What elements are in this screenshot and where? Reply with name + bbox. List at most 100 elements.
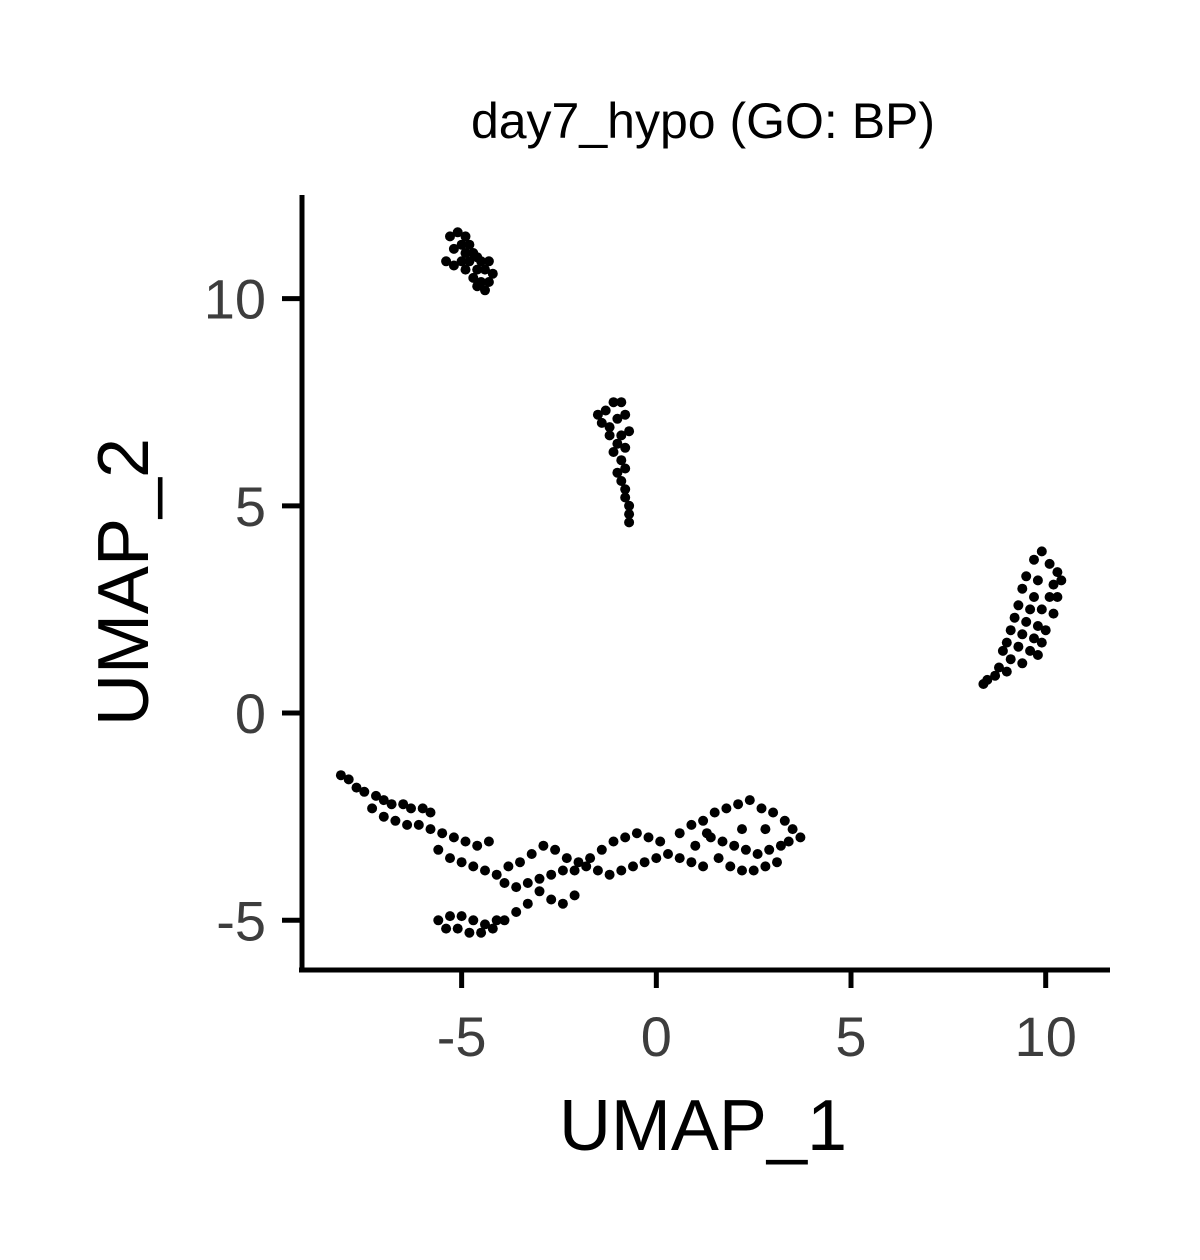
data-point xyxy=(499,915,510,926)
data-point xyxy=(639,857,650,868)
data-point xyxy=(378,811,389,822)
data-point xyxy=(483,277,494,287)
data-point xyxy=(499,878,510,888)
x-tick-label: 10 xyxy=(1015,1005,1077,1068)
data-point xyxy=(1021,616,1032,627)
data-point xyxy=(456,256,467,267)
data-point xyxy=(772,857,782,868)
data-point xyxy=(1025,645,1036,656)
data-point xyxy=(557,865,568,876)
y-tick-label: 10 xyxy=(204,268,266,331)
data-point xyxy=(624,500,635,511)
data-point xyxy=(1017,583,1028,594)
data-point xyxy=(351,782,362,793)
data-point xyxy=(515,857,525,868)
data-point xyxy=(624,517,635,528)
data-point xyxy=(616,476,627,486)
data-point xyxy=(1036,637,1047,648)
data-point xyxy=(464,239,475,250)
data-point xyxy=(997,645,1008,656)
data-point xyxy=(764,844,775,855)
data-point xyxy=(643,832,654,843)
data-point xyxy=(698,861,709,872)
data-point xyxy=(600,405,611,416)
data-point xyxy=(1029,554,1039,565)
chart-title: day7_hypo (GO: BP) xyxy=(471,93,935,149)
data-point xyxy=(1005,625,1016,636)
data-point xyxy=(448,243,459,254)
data-point xyxy=(534,873,545,884)
data-point xyxy=(464,927,475,938)
data-point xyxy=(616,455,627,466)
data-point xyxy=(433,844,444,855)
data-point xyxy=(413,819,424,830)
data-point xyxy=(701,828,712,839)
data-point xyxy=(690,840,701,851)
data-point xyxy=(737,824,747,835)
data-point xyxy=(456,911,467,922)
data-point xyxy=(620,463,631,474)
data-point xyxy=(1052,567,1063,578)
data-point xyxy=(1040,625,1051,636)
x-axis-title: UMAP_1 xyxy=(559,1086,847,1166)
data-point xyxy=(483,836,494,847)
x-axis-ticks: -5 0 5 10 xyxy=(437,970,1077,1068)
y-axis-ticks: -5 0 5 10 xyxy=(204,268,302,952)
data-point xyxy=(468,861,479,872)
data-point xyxy=(721,803,732,814)
data-point xyxy=(674,853,685,864)
data-point xyxy=(1025,604,1036,615)
data-point xyxy=(480,264,490,275)
data-point xyxy=(663,849,673,859)
x-tick-label: 0 xyxy=(641,1005,672,1068)
data-point xyxy=(1001,637,1012,648)
data-point xyxy=(752,849,763,859)
data-point xyxy=(1032,575,1043,586)
data-point xyxy=(417,803,428,814)
data-point xyxy=(616,865,627,876)
data-point xyxy=(737,865,747,876)
data-point xyxy=(1048,608,1059,619)
data-point xyxy=(1052,592,1063,602)
data-point xyxy=(480,919,490,930)
y-tick-label: 5 xyxy=(235,475,266,538)
data-point xyxy=(526,849,537,859)
data-point xyxy=(760,824,771,835)
data-point xyxy=(468,915,479,926)
data-point xyxy=(585,853,596,864)
data-point xyxy=(472,264,483,275)
data-point xyxy=(1005,654,1016,665)
data-point xyxy=(406,803,416,814)
data-point xyxy=(729,840,740,851)
data-point xyxy=(456,239,467,250)
data-point xyxy=(561,853,572,864)
data-point xyxy=(557,898,568,909)
data-point xyxy=(1021,571,1032,582)
data-point xyxy=(717,836,728,847)
data-point xyxy=(1001,666,1012,677)
data-point xyxy=(612,413,623,424)
x-tick-label: 5 xyxy=(835,1005,866,1068)
data-point xyxy=(698,815,709,826)
data-point xyxy=(581,861,592,872)
data-point xyxy=(1048,579,1059,590)
data-point xyxy=(445,853,455,864)
data-point xyxy=(456,857,467,868)
data-point xyxy=(460,836,471,847)
data-point xyxy=(460,248,471,258)
data-point xyxy=(425,807,436,818)
data-point xyxy=(448,260,459,271)
data-point xyxy=(472,281,483,292)
data-point xyxy=(733,799,744,810)
data-point xyxy=(491,869,502,880)
data-point xyxy=(1036,546,1047,557)
x-tick-label: -5 xyxy=(437,1005,487,1068)
data-point xyxy=(709,807,720,818)
data-point xyxy=(686,819,697,830)
data-point xyxy=(402,819,413,830)
data-point xyxy=(1029,633,1039,644)
data-point xyxy=(616,430,627,441)
data-point xyxy=(775,840,786,851)
data-point xyxy=(779,815,790,826)
